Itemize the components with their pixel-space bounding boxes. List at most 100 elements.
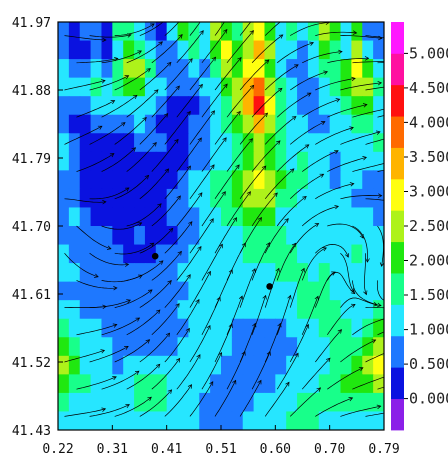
contour-cell	[340, 226, 352, 246]
streamline-arrowhead	[232, 217, 237, 222]
streamline	[139, 280, 172, 308]
streamline-arrowhead	[338, 49, 343, 55]
streamline-arrowhead	[319, 173, 325, 178]
contour-cell	[318, 374, 331, 394]
streamline	[340, 195, 382, 200]
streamline-arrowhead	[206, 324, 211, 330]
streamline	[239, 59, 270, 91]
contour-cell	[144, 337, 157, 357]
contour-cell	[286, 40, 298, 60]
colorbar-swatch	[391, 304, 404, 337]
contour-cell	[307, 281, 320, 301]
contour-cell	[177, 392, 189, 413]
contour-cell	[210, 392, 222, 413]
streamline	[176, 354, 201, 390]
streamline	[126, 309, 161, 336]
streamline-arrowhead	[102, 199, 107, 205]
streamline	[226, 85, 254, 118]
contour-cell	[373, 226, 384, 246]
contour-cell	[373, 263, 384, 283]
contour-cell	[188, 22, 200, 42]
streamline	[264, 218, 289, 254]
streamline	[164, 274, 191, 308]
streamline-arrowhead	[196, 354, 201, 359]
colorbar-swatch	[391, 53, 404, 86]
contour-cell	[123, 188, 135, 209]
contour-cell	[68, 374, 81, 394]
streamline	[89, 404, 130, 417]
streamline-arrowhead	[175, 85, 180, 91]
contour-cell	[101, 96, 113, 116]
colorbar-swatch	[391, 367, 404, 400]
contour-cell	[101, 318, 113, 338]
streamline-arrowhead	[291, 116, 297, 121]
contour-cell	[373, 96, 384, 116]
contour-cell	[199, 411, 211, 430]
streamline-arrowhead	[164, 168, 170, 173]
contour-cell	[58, 300, 70, 320]
y-tick-label: 41.88	[12, 84, 51, 99]
contour-cell	[242, 226, 255, 246]
streamline	[201, 191, 226, 227]
streamline-arrowhead	[412, 375, 416, 378]
contour-cell	[318, 337, 331, 357]
contour-cell	[144, 59, 157, 79]
contour-cell	[112, 22, 124, 42]
streamline-arrowhead	[379, 262, 384, 267]
streamline	[151, 358, 180, 390]
contour-cell	[297, 114, 309, 134]
contour-cell	[373, 59, 384, 79]
contour-cell	[101, 281, 113, 301]
contour-cell	[373, 40, 384, 60]
contour-cell	[101, 300, 113, 320]
contour-cell	[340, 114, 352, 134]
contour-cell	[231, 281, 244, 301]
streamline-arrowhead	[349, 182, 355, 187]
contour-cell	[155, 114, 168, 134]
contour-cell	[68, 151, 81, 171]
contour-cell	[123, 133, 135, 153]
contour-cell	[90, 244, 103, 264]
streamline	[176, 246, 202, 281]
contour-cell	[329, 226, 342, 246]
streamline-arrowhead	[373, 302, 378, 307]
contour-cell	[144, 244, 157, 264]
contour-cell	[101, 244, 113, 264]
contour-cell	[188, 151, 200, 171]
contour-cell	[177, 114, 189, 134]
contour-cell	[307, 411, 320, 430]
streamline-arrowhead	[304, 144, 310, 149]
contour-cell	[373, 114, 384, 134]
streamline-arrowhead	[155, 363, 161, 369]
contour-cell	[242, 374, 255, 394]
streamline-arrowhead	[334, 204, 340, 210]
streamline-arrowhead	[309, 41, 314, 46]
contour-cell	[177, 133, 189, 153]
contour-cell	[166, 281, 179, 301]
contour-cell	[362, 40, 374, 60]
contour-cell	[188, 281, 200, 301]
contour-cell	[275, 226, 287, 246]
streamline-arrowhead	[362, 156, 367, 161]
contour-cell	[242, 40, 255, 60]
streamline	[64, 252, 99, 278]
contour-cell	[90, 207, 103, 227]
streamline-arrowhead	[262, 294, 267, 300]
contour-cell	[253, 355, 266, 375]
contour-cell	[134, 374, 146, 394]
contour-cell	[79, 188, 92, 209]
contour-cell	[188, 207, 200, 227]
contour-cell	[318, 281, 331, 301]
contour-cell	[144, 96, 157, 116]
streamline	[89, 252, 129, 266]
contour-cell	[286, 374, 298, 394]
contour-cell	[144, 392, 157, 413]
streamline	[315, 397, 353, 417]
x-tick-label: 0.41	[151, 442, 182, 457]
contour-cell	[210, 96, 222, 116]
streamline-arrowhead	[126, 299, 131, 304]
contour-cell	[340, 411, 352, 430]
contour-cell	[210, 281, 222, 301]
streamline-arrowhead	[261, 2, 265, 6]
